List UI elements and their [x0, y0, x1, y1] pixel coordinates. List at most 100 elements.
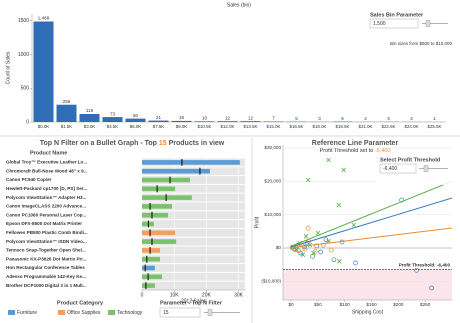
title-part: Products in view	[167, 140, 225, 147]
x-tick-label: $7.5K	[153, 124, 165, 129]
trend-line	[290, 180, 453, 247]
point	[337, 259, 342, 264]
scatter-layer: ($10,000) $0 $10,000 $20,000 $30,000 $0 $50 $10…	[254, 145, 453, 315]
y-tick-label: $0	[276, 245, 282, 250]
value-label: 1,489	[38, 16, 50, 21]
x-tick-label: 10K	[170, 292, 180, 298]
row-label: Fellowes PB500 Plastic Comb Bindi...	[6, 230, 88, 235]
value-label: 21	[156, 115, 162, 120]
value-label: 12	[248, 115, 254, 120]
point	[311, 250, 316, 256]
legend-label: Technology	[117, 310, 143, 316]
bar	[142, 204, 172, 209]
reference-label: Profit Threshold: -6,400	[399, 263, 451, 268]
row-label: Polycom ViewStation™ ISDN Video...	[6, 239, 87, 244]
bar	[102, 117, 123, 122]
row-label: Panasonic KX-P3626 Dot Matrix Pri...	[6, 256, 86, 261]
input-value: -6,400	[383, 166, 397, 172]
value-label: 16	[179, 115, 185, 120]
bar	[194, 121, 215, 122]
point	[294, 247, 299, 253]
slider-handle[interactable]	[207, 309, 213, 316]
bar	[142, 212, 169, 218]
bar	[217, 121, 238, 122]
x-axis-label: Shipping Cost	[352, 309, 384, 315]
point	[312, 248, 318, 254]
x-tick-label: $0	[288, 302, 294, 307]
point	[351, 222, 357, 228]
input-box[interactable]	[369, 18, 419, 29]
point	[323, 237, 329, 243]
row-label: Epson DFX-8500 Dot Matrix Printer	[6, 221, 82, 226]
x-tick-label: 20K	[202, 292, 212, 298]
bar	[56, 104, 77, 122]
y-tick-label: $10,000	[264, 212, 281, 217]
chart-title: Reference Line Parameter	[312, 140, 399, 147]
trend-line	[290, 197, 453, 248]
sales-bin-control: Sales Bin Parameter 1,500 Bin sizes from…	[369, 12, 453, 46]
trend-line	[290, 227, 453, 249]
point	[341, 167, 346, 173]
legend-label: Furniture	[17, 310, 37, 316]
value-label: 2	[410, 116, 413, 121]
point	[302, 244, 307, 250]
row-label: Chromcraft Bull-Nose Wood 48" x 9...	[6, 168, 87, 173]
bar	[142, 230, 176, 236]
row-band	[142, 228, 245, 237]
row-band	[142, 237, 245, 246]
point	[336, 202, 342, 208]
point	[305, 225, 311, 231]
value-label: 256	[63, 99, 71, 104]
point	[314, 243, 320, 249]
chart-title: Top N Filter on a Bullet Graph - Top 15 …	[40, 140, 225, 147]
row-label: Canon PC940 Copier	[6, 177, 52, 182]
x-tick-label: $4.5K	[107, 124, 119, 129]
profit-threshold-control: Select Profit Threshold -6,400	[376, 155, 452, 185]
row-label: Hon Rectangular Conference Tables	[6, 265, 85, 270]
control-label: Select Profit Threshold	[380, 157, 440, 163]
slider-handle[interactable]	[425, 20, 431, 27]
threshold-zone	[283, 269, 452, 300]
value-label: 6	[341, 116, 344, 121]
legend-swatch	[58, 310, 65, 315]
row-label: Global Troy™ Executive Leather Lo...	[6, 160, 87, 165]
x-tick-label: 0	[141, 292, 144, 298]
x-tick-label: $21.0K	[359, 124, 373, 129]
x-tick-label: $25.5K	[428, 124, 442, 129]
bar	[125, 118, 146, 122]
y-tick-label: 1500	[18, 18, 29, 24]
legend-swatch	[8, 310, 15, 315]
x-tick-label: $19.5K	[336, 124, 350, 129]
control-note: Bin sizes from $500 to $10,000	[390, 41, 453, 46]
x-tick-label: $1.5K	[61, 124, 73, 129]
legend-label: Office Supplies	[67, 310, 101, 316]
value-label: 3	[318, 116, 321, 121]
y-axis-label: Count of Sales	[5, 51, 11, 84]
bar	[148, 120, 169, 122]
legend-swatch	[108, 310, 115, 315]
input-box[interactable]	[159, 307, 201, 318]
input-box[interactable]	[379, 163, 417, 174]
row-label: Adesso Programmable 142-Key Ke...	[6, 274, 86, 279]
x-tick-label: 30K	[234, 292, 244, 298]
x-tick-label: $15.0K	[267, 124, 281, 129]
subtitle-part: -6,400	[375, 148, 391, 154]
value-label: 12	[225, 115, 231, 120]
value-label: 7	[272, 116, 275, 121]
slider-handle[interactable]	[423, 165, 429, 172]
row-band	[142, 220, 245, 228]
point	[414, 267, 419, 273]
point	[305, 177, 311, 183]
x-tick-label: $12.0K	[221, 124, 235, 129]
title-part: Top N Filter on a Bullet Graph - Top	[40, 140, 159, 147]
row-label: Tennsco Snap-Together Open Shel...	[6, 248, 86, 253]
y-tick-label: 0	[26, 119, 29, 125]
point	[303, 234, 309, 239]
y-tick-label: 500	[21, 86, 30, 92]
point	[353, 260, 358, 266]
x-tick-label: $13.5K	[244, 124, 258, 129]
bar	[240, 121, 261, 122]
subtitle-part: Profit Threshold set to	[320, 148, 375, 154]
title-part: 15	[159, 140, 167, 147]
point	[326, 157, 331, 163]
